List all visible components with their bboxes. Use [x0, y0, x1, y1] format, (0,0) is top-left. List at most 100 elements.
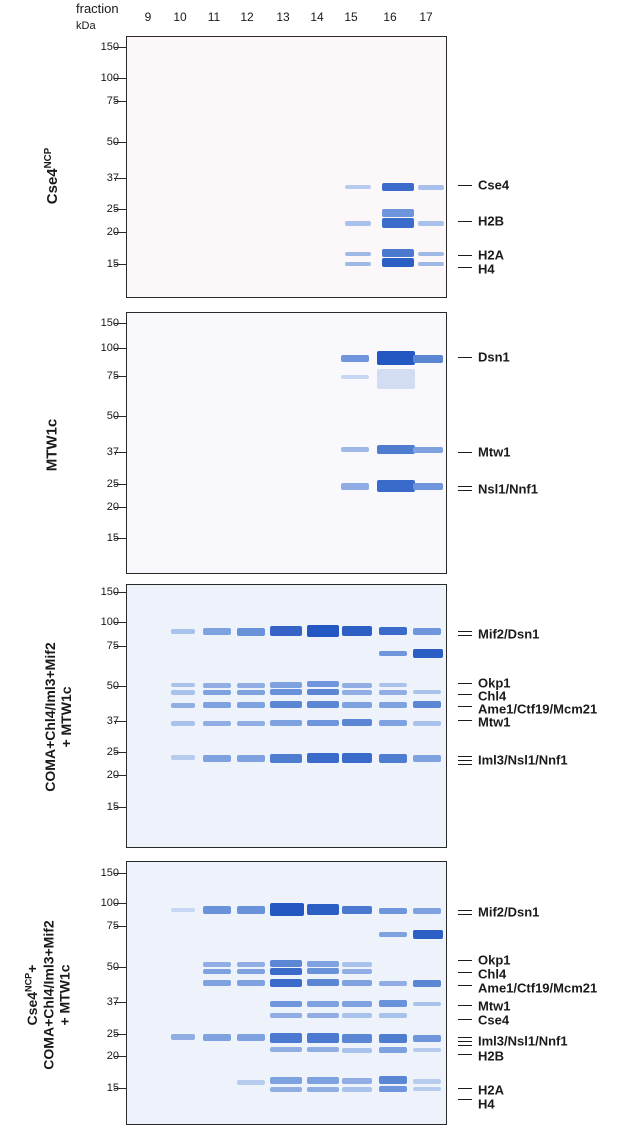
label-pointer: [458, 694, 472, 695]
band-label: Dsn1: [478, 349, 510, 365]
label-pointer: [458, 720, 472, 721]
label-pointer: [458, 760, 472, 761]
lane-number: 16: [383, 10, 397, 24]
mw-marker: 37: [106, 996, 119, 1008]
band: [307, 681, 339, 687]
mw-marker: 25: [106, 203, 119, 215]
band: [418, 185, 444, 190]
band: [342, 1001, 372, 1007]
band: [203, 969, 231, 974]
band-label: Chl4: [478, 688, 507, 704]
band: [237, 962, 265, 967]
band: [377, 445, 415, 454]
band: [203, 1034, 231, 1041]
band: [270, 701, 302, 708]
band: [413, 930, 443, 939]
band: [342, 962, 372, 967]
band-label: H2A: [478, 247, 505, 263]
band: [418, 252, 444, 256]
mw-tick: [114, 686, 126, 687]
label-pointer: [458, 452, 472, 453]
label-pointer: [458, 764, 472, 765]
band-label: Mif2/Dsn1: [478, 904, 540, 920]
mw-marker: 20: [106, 769, 119, 781]
label-pointer: [458, 221, 472, 222]
band: [237, 969, 265, 974]
panel-title: Cse4NCP: [42, 147, 61, 205]
band: [342, 1087, 372, 1092]
band: [379, 1086, 407, 1092]
band: [341, 483, 369, 490]
mw-marker: 100: [100, 897, 119, 909]
band-label: Ame1/Ctf19/Mcm21: [478, 980, 598, 996]
mw-tick: [114, 47, 126, 48]
band: [382, 249, 414, 257]
band: [342, 1048, 372, 1053]
mw-marker: 15: [106, 1082, 119, 1094]
mw-tick: [114, 507, 126, 508]
label-pointer: [458, 1037, 472, 1038]
mw-marker: 37: [106, 715, 119, 727]
mw-marker: 15: [106, 801, 119, 813]
band: [345, 252, 371, 256]
band: [237, 980, 265, 986]
mw-marker: 15: [106, 258, 119, 270]
band: [270, 960, 302, 967]
band: [203, 755, 231, 762]
band: [413, 355, 443, 363]
band: [203, 721, 231, 726]
band: [270, 903, 304, 916]
band: [413, 1002, 441, 1006]
band: [307, 701, 339, 708]
label-pointer: [458, 185, 472, 186]
band: [341, 447, 369, 452]
band-label: Iml3/Nsl1/Nnf1: [478, 752, 568, 768]
band: [203, 702, 231, 708]
band: [237, 755, 265, 762]
band: [342, 719, 372, 726]
mw-marker: 20: [106, 1050, 119, 1062]
band-label: Mtw1: [478, 444, 511, 460]
mw-tick: [114, 622, 126, 623]
label-pointer: [458, 1045, 472, 1046]
band: [270, 626, 302, 636]
band: [307, 968, 339, 974]
mw-marker: 150: [100, 317, 119, 329]
lane-number: 12: [240, 10, 254, 24]
band: [171, 755, 195, 760]
band: [382, 183, 414, 191]
band: [171, 721, 195, 726]
band: [203, 683, 231, 688]
label-pointer: [458, 357, 472, 358]
band: [379, 651, 407, 656]
mw-marker: 150: [100, 586, 119, 598]
label-pointer: [458, 910, 472, 911]
band: [307, 689, 339, 695]
lane-number: 10: [173, 10, 187, 24]
band: [270, 754, 302, 763]
band: [379, 981, 407, 986]
band: [413, 690, 441, 694]
mw-tick: [114, 721, 126, 722]
gel-image: [126, 36, 447, 298]
band: [379, 1013, 407, 1018]
label-pointer: [458, 914, 472, 915]
band: [307, 1047, 339, 1052]
gel-image: [126, 861, 447, 1125]
band: [341, 355, 369, 362]
band-label: H2B: [478, 213, 505, 229]
band-label: H4: [478, 261, 495, 277]
label-pointer: [458, 486, 472, 487]
band: [270, 1001, 302, 1007]
band: [307, 1013, 339, 1018]
band: [342, 906, 372, 914]
band: [203, 980, 231, 986]
mw-marker: 50: [106, 136, 119, 148]
label-pointer: [458, 267, 472, 268]
band: [307, 1001, 339, 1007]
mw-marker: 50: [106, 410, 119, 422]
band-label: Mtw1: [478, 998, 511, 1014]
label-pointer: [458, 1088, 472, 1089]
band: [307, 904, 339, 915]
band: [171, 1034, 195, 1040]
